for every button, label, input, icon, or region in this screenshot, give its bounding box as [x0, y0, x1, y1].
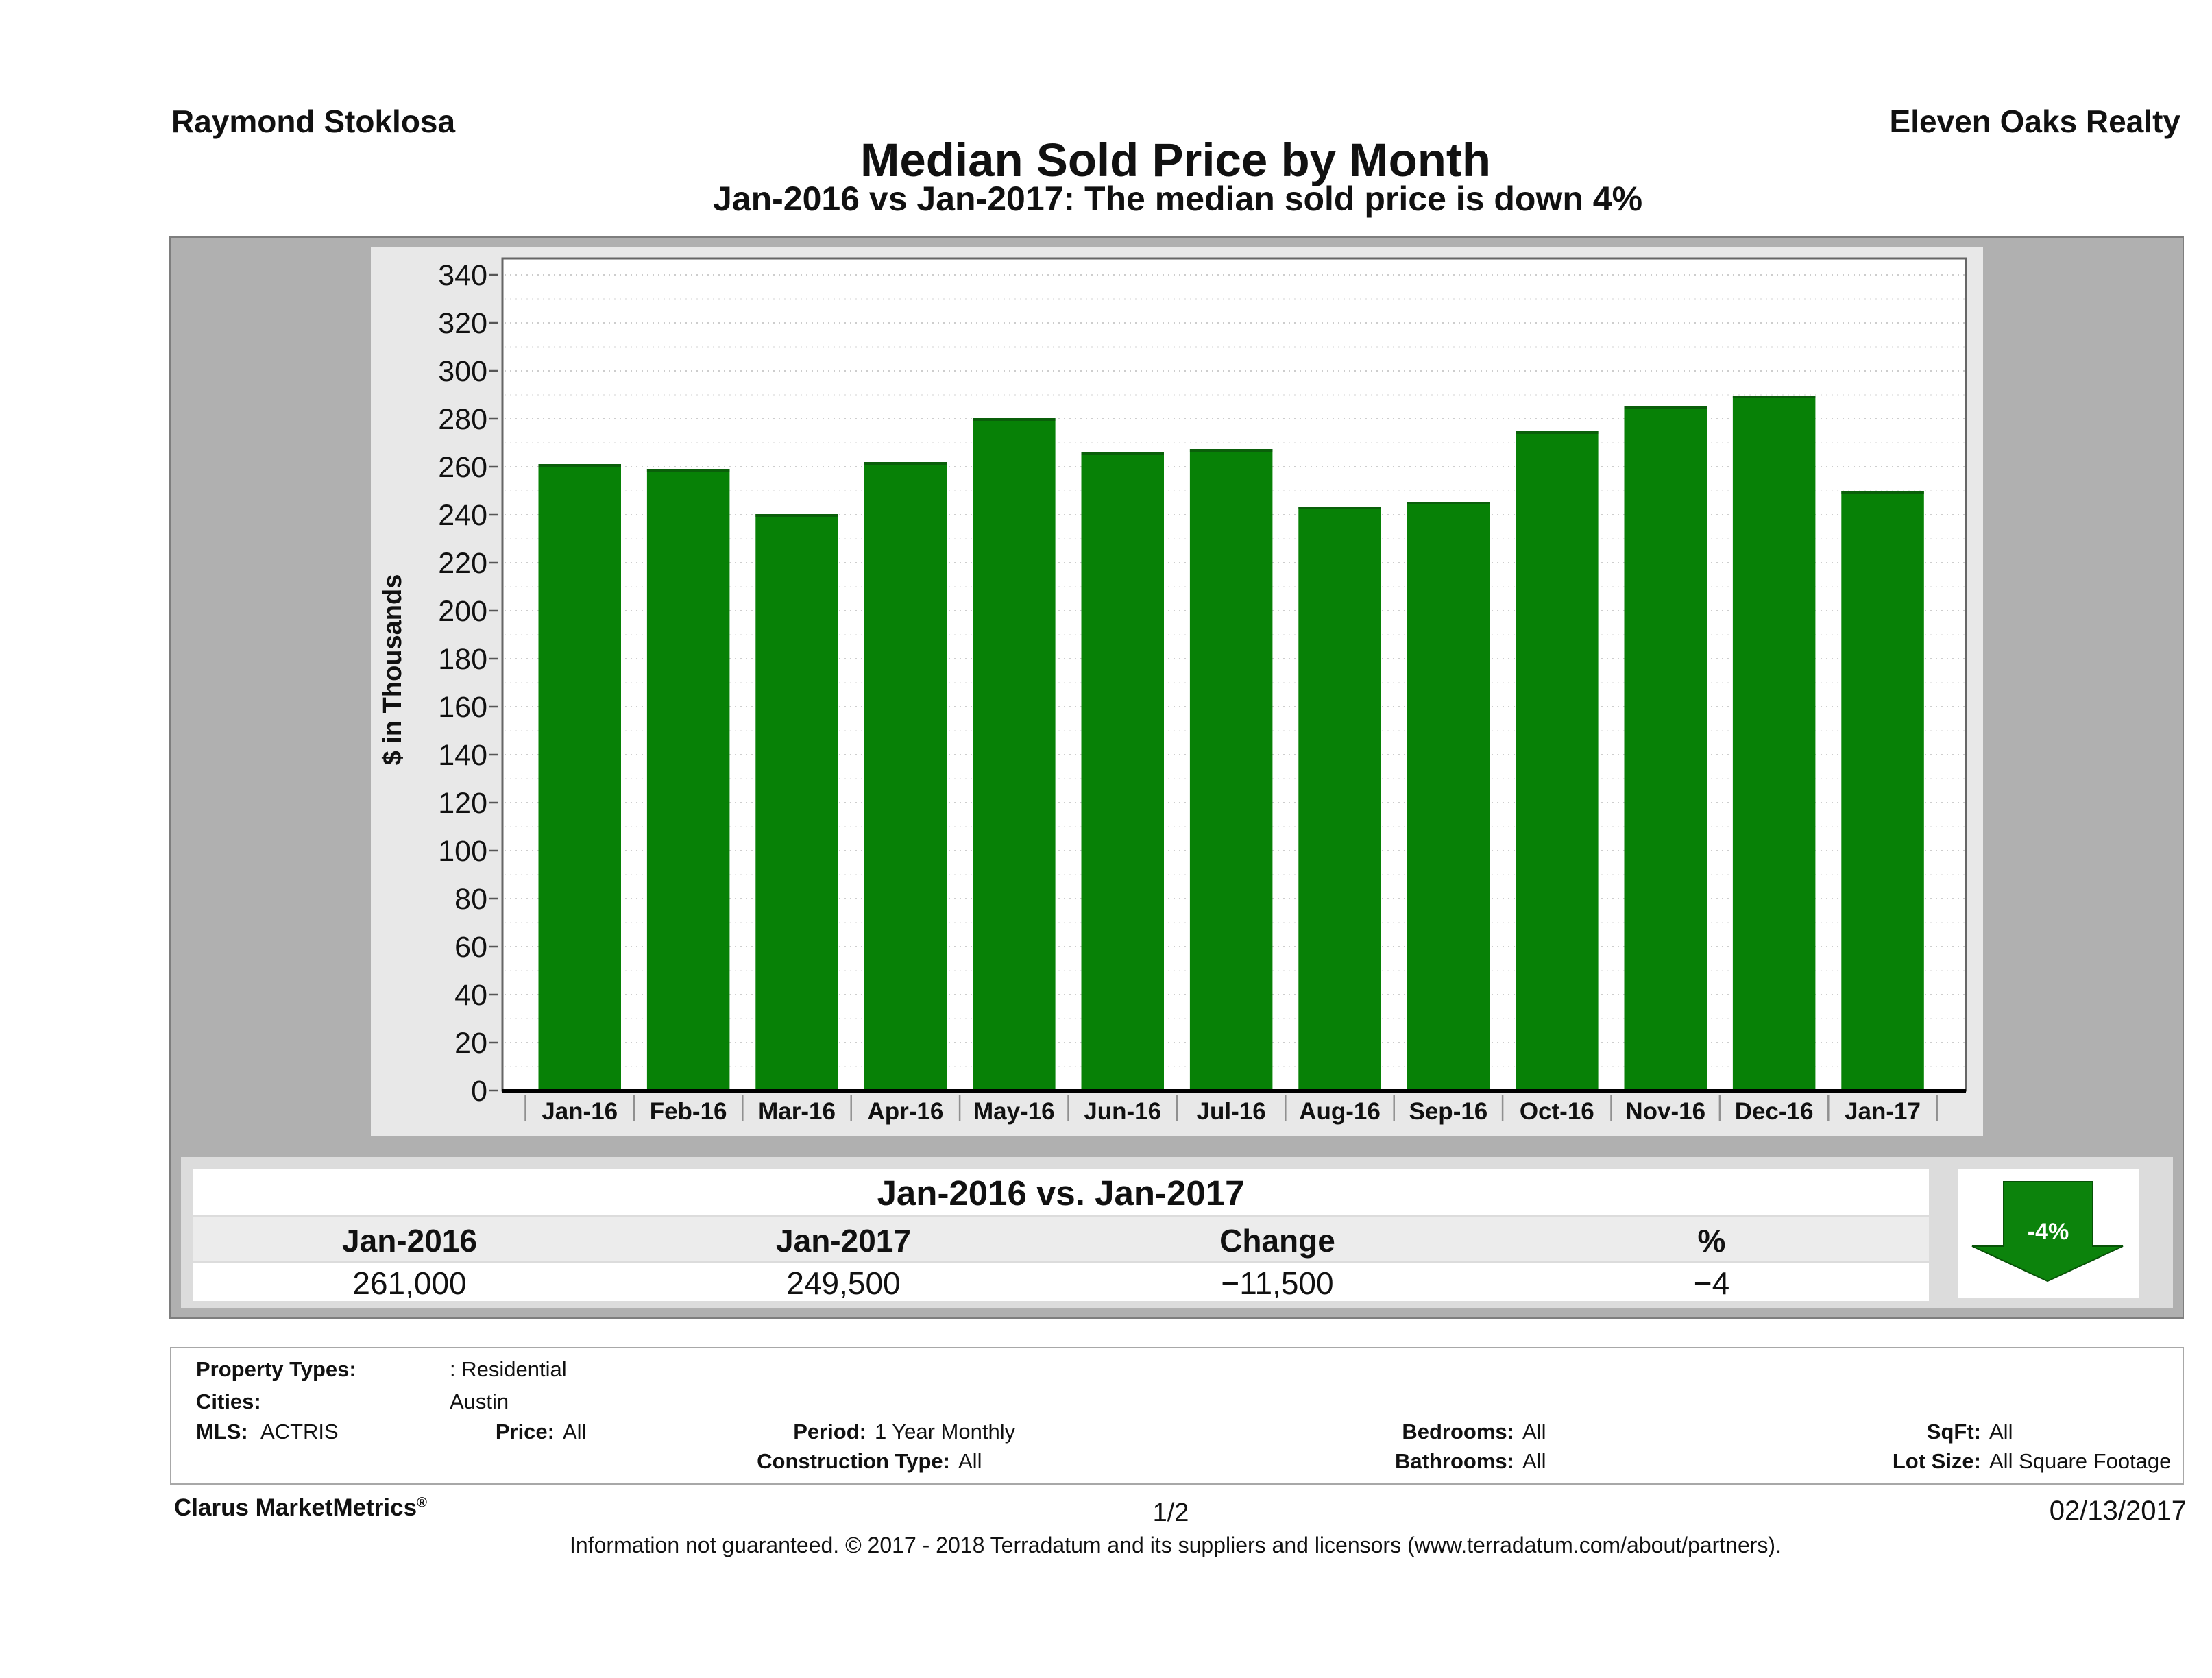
svg-text:120: 120: [438, 787, 487, 820]
svg-text:Feb-16: Feb-16: [650, 1098, 727, 1125]
svg-text:180: 180: [438, 643, 487, 676]
svg-text:Nov-16: Nov-16: [1625, 1098, 1705, 1125]
svg-text:140: 140: [438, 739, 487, 772]
svg-text:100: 100: [438, 835, 487, 868]
svg-text:200: 200: [438, 595, 487, 628]
svg-text:Jan-16: Jan-16: [542, 1098, 618, 1125]
svg-text:320: 320: [438, 307, 487, 340]
svg-text:Jan-17: Jan-17: [1845, 1098, 1921, 1125]
svg-text:May-16: May-16: [973, 1098, 1055, 1125]
svg-text:300: 300: [438, 355, 487, 388]
svg-text:20: 20: [454, 1027, 487, 1060]
svg-text:160: 160: [438, 691, 487, 724]
svg-text:Apr-16: Apr-16: [867, 1098, 943, 1125]
svg-text:60: 60: [454, 931, 487, 964]
svg-text:Dec-16: Dec-16: [1735, 1098, 1814, 1125]
svg-text:0: 0: [471, 1075, 487, 1108]
svg-text:-4%: -4%: [2028, 1219, 2069, 1245]
svg-text:Jun-16: Jun-16: [1084, 1098, 1161, 1125]
svg-text:$ in Thousands: $ in Thousands: [378, 574, 407, 766]
svg-text:240: 240: [438, 499, 487, 532]
svg-text:40: 40: [454, 979, 487, 1012]
svg-text:340: 340: [438, 259, 487, 292]
svg-text:280: 280: [438, 403, 487, 436]
svg-text:Mar-16: Mar-16: [758, 1098, 836, 1125]
svg-text:80: 80: [454, 883, 487, 916]
svg-text:Oct-16: Oct-16: [1520, 1098, 1594, 1125]
svg-text:Jul-16: Jul-16: [1197, 1098, 1266, 1125]
svg-text:Aug-16: Aug-16: [1299, 1098, 1381, 1125]
svg-text:220: 220: [438, 547, 487, 580]
svg-text:Sep-16: Sep-16: [1409, 1098, 1488, 1125]
svg-text:260: 260: [438, 451, 487, 484]
